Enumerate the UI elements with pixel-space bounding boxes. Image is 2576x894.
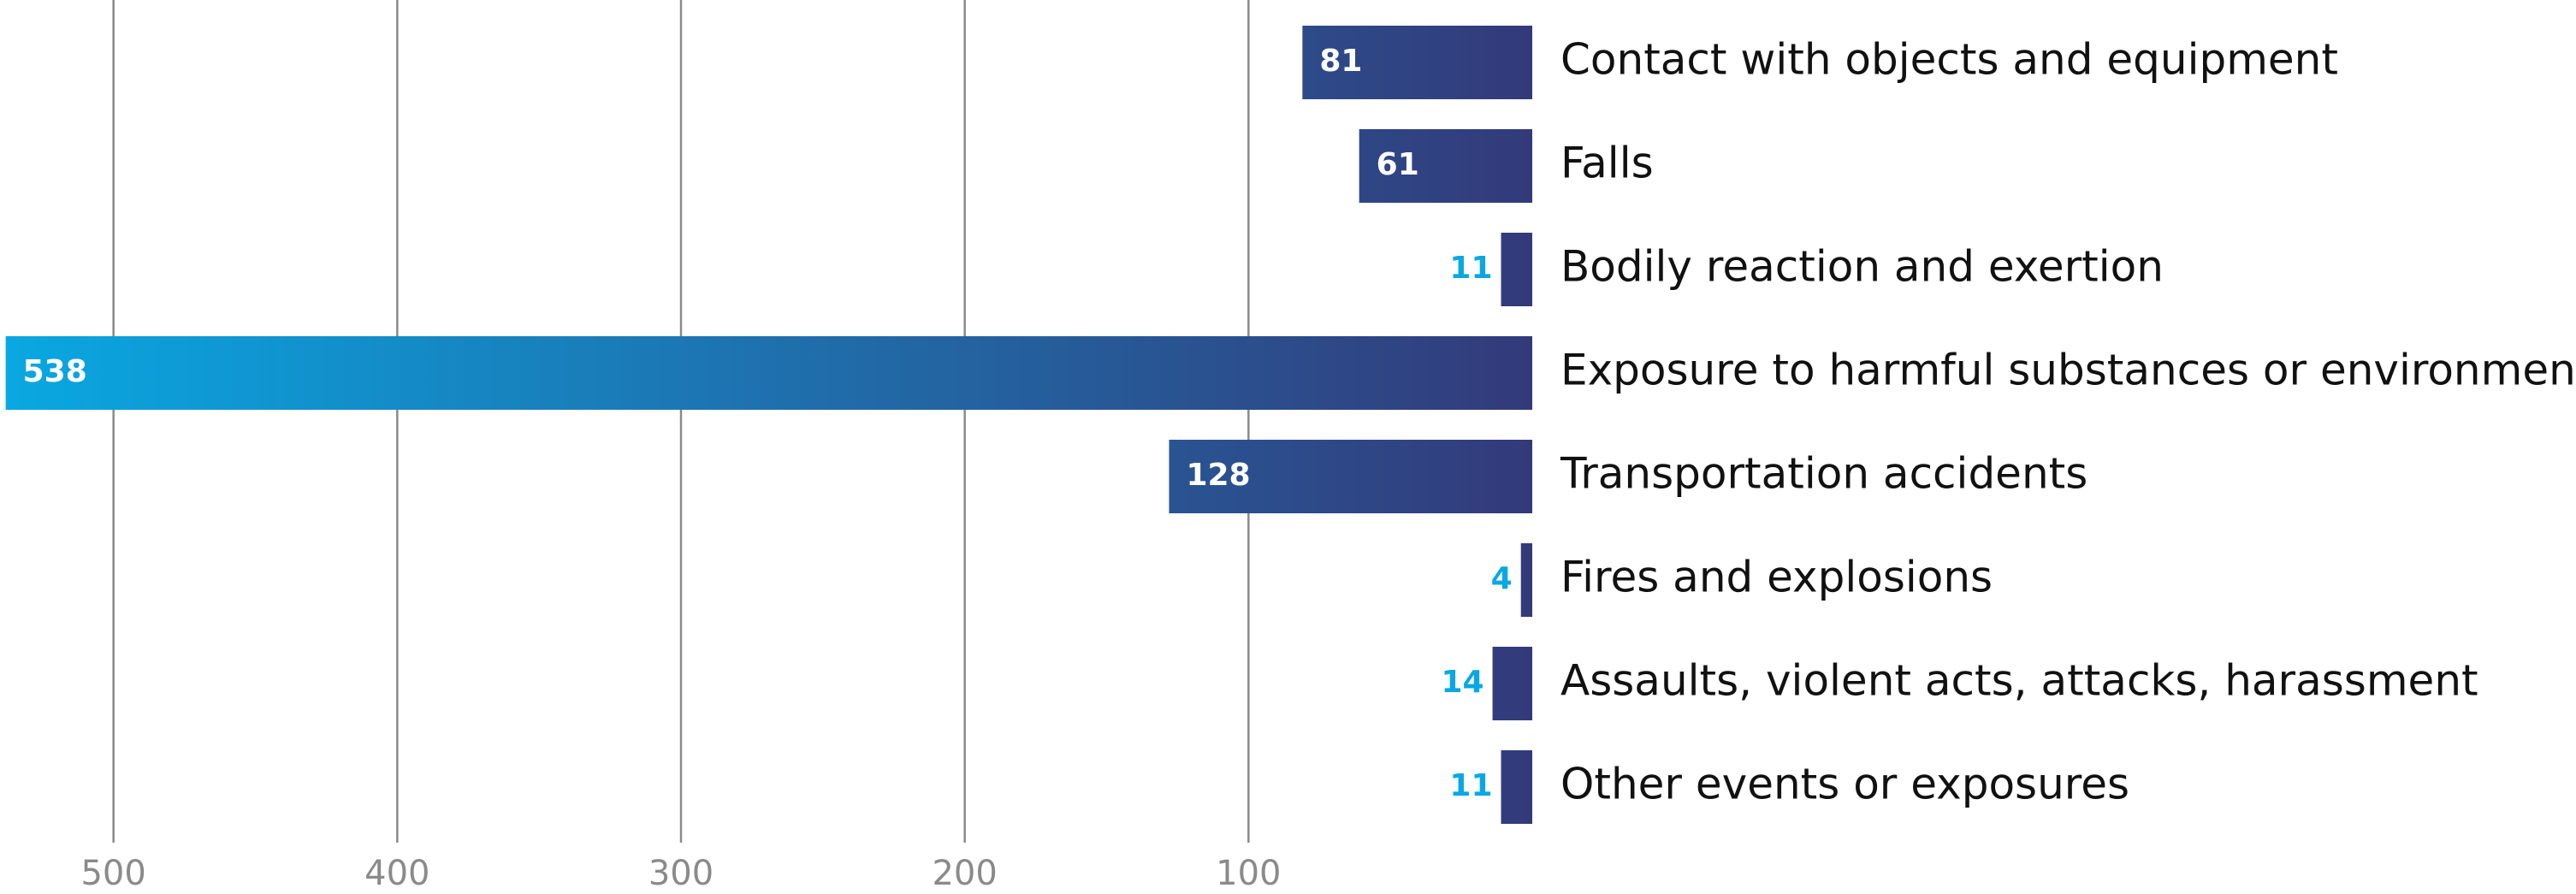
x-tick-label: 500 — [80, 854, 145, 893]
value-label: 128 — [1186, 458, 1250, 493]
x-tick-label: 100 — [1216, 854, 1281, 893]
bar — [1169, 440, 1532, 513]
bar — [1520, 543, 1532, 617]
category-label: Transportation accidents — [1560, 449, 2087, 499]
category-label: Bodily reaction and exertion — [1560, 242, 2164, 292]
category-label: Falls — [1560, 139, 1654, 188]
category-label: Contact with objects and equipment — [1560, 35, 2338, 85]
bar — [5, 336, 1533, 410]
value-label: 81 — [1319, 44, 1362, 79]
category-label: Other events or exposures — [1560, 760, 2129, 809]
bar — [1302, 26, 1532, 99]
value-label: 11 — [1449, 768, 1492, 803]
bar — [1492, 647, 1532, 720]
x-tick-label: 300 — [648, 854, 714, 893]
value-label: 14 — [1441, 665, 1483, 700]
category-label: Fires and explosions — [1560, 553, 1993, 602]
category-label: Exposure to harmful substances or enviro… — [1560, 346, 2576, 395]
value-label: 4 — [1491, 561, 1513, 596]
bar — [1501, 233, 1532, 306]
value-label: 11 — [1449, 251, 1492, 286]
x-tick-label: 200 — [932, 854, 997, 893]
value-label: 538 — [23, 354, 87, 389]
category-label: Assaults, violent acts, attacks, harassm… — [1560, 656, 2478, 706]
x-tick-label: 400 — [364, 854, 429, 893]
value-label: 61 — [1377, 147, 1419, 182]
bar — [1501, 750, 1532, 824]
bar — [1359, 129, 1532, 203]
